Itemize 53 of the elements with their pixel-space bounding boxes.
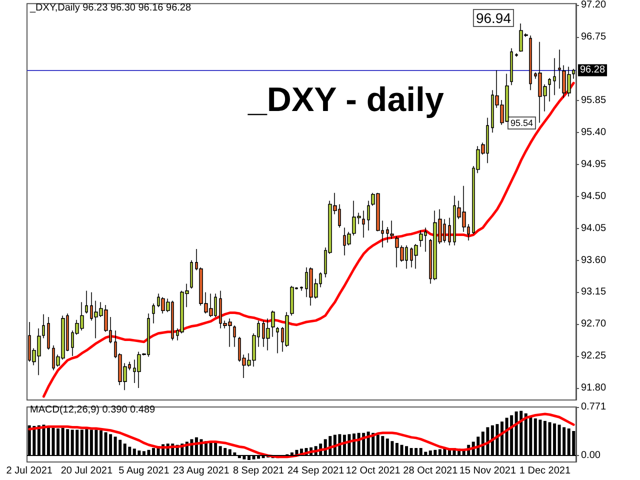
y-tick-label: 97.20 xyxy=(581,0,606,10)
y-tick-label: 92.70 xyxy=(581,318,606,330)
y-tick-label: 94.05 xyxy=(581,222,606,234)
candlestick xyxy=(386,226,389,243)
y-tick-label: 96.75 xyxy=(581,31,606,42)
text: _DXY - daily xyxy=(247,81,444,119)
candlestick xyxy=(271,310,275,338)
candlestick xyxy=(529,35,532,90)
candlestick xyxy=(553,58,556,96)
annotation: 95.54 xyxy=(510,118,533,128)
candlestick xyxy=(414,244,418,270)
x-tick-label: 24 Sep 2021 xyxy=(287,466,345,476)
y-tick-label: 94.50 xyxy=(581,190,606,202)
x-tick-label: 8 Sep 2021 xyxy=(232,466,285,476)
x-tick-label: 1 Dec 2021 xyxy=(519,466,571,476)
y-tick-label: 94.95 xyxy=(581,159,606,170)
y-tick-label: 0.771 xyxy=(581,402,606,412)
ref-line-label: 96.28 xyxy=(580,64,606,76)
x-tick-label: 15 Nov 2021 xyxy=(459,466,516,476)
candlestick xyxy=(47,316,50,350)
candlestick xyxy=(548,78,551,102)
y-tick-label: 91.80 xyxy=(581,382,606,394)
candlestick xyxy=(233,325,236,348)
line-series xyxy=(42,82,575,398)
candlestick xyxy=(266,318,270,351)
x-tick-label: 12 Oct 2021 xyxy=(346,466,401,476)
x-tick-label: 28 Oct 2021 xyxy=(403,466,458,476)
y-tick-label: 95.40 xyxy=(581,127,606,138)
candlestick xyxy=(85,290,88,314)
candlestick xyxy=(42,314,45,339)
candlestick xyxy=(190,260,193,290)
annotation: MACD(12,26,9) 0.390 0.489 xyxy=(30,404,156,416)
candlestick xyxy=(152,303,155,324)
candlestick xyxy=(290,285,294,316)
x-tick-label: 20 Jul 2021 xyxy=(60,466,113,476)
candlestick xyxy=(510,48,513,86)
candlestick xyxy=(390,220,394,240)
x-tick-label: 23 Aug 2021 xyxy=(173,466,230,476)
y-tick-label: 92.25 xyxy=(581,350,606,362)
candlestick xyxy=(572,68,575,80)
candlestick xyxy=(367,200,370,231)
y-tick-label: 95.85 xyxy=(581,95,606,106)
x-tick-label: 2 Jul 2021 xyxy=(6,466,53,476)
annotation: _DXY,Daily 96.23 96.30 96.16 96.28 xyxy=(29,2,192,14)
y-tick-label: 93.60 xyxy=(581,254,606,266)
candlestick xyxy=(558,49,561,90)
x-tick-label: 5 Aug 2021 xyxy=(118,466,170,476)
candlestick xyxy=(276,326,279,354)
candlestick xyxy=(448,217,451,246)
candlestick xyxy=(362,210,365,238)
annotation: 96.94 xyxy=(476,10,512,26)
y-tick-label: 93.15 xyxy=(581,286,606,298)
y-tick-label: 0.00 xyxy=(581,450,601,462)
